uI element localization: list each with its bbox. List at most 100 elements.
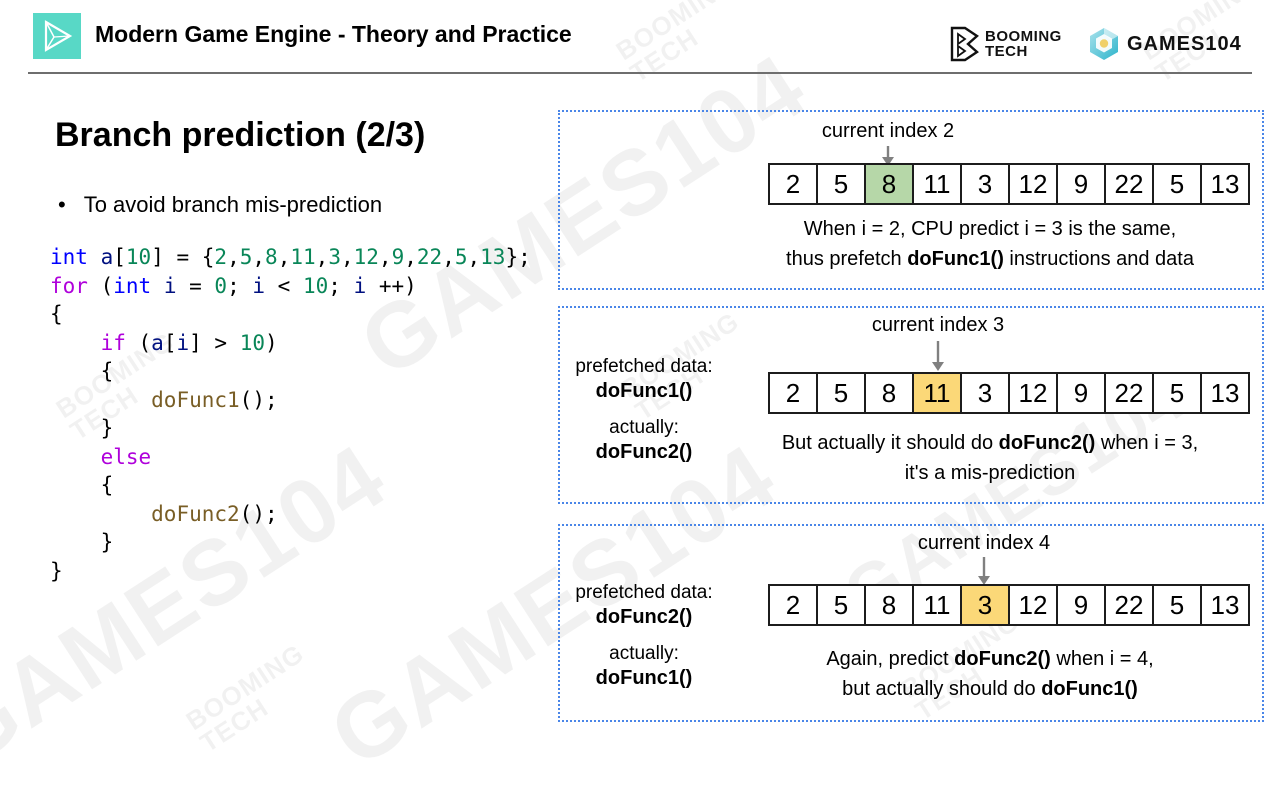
- caption-text: it's a mis-prediction: [904, 462, 1076, 484]
- code-token: ,: [227, 245, 240, 269]
- code-token: int: [113, 273, 152, 298]
- array-cell: 12: [1008, 372, 1058, 414]
- code-token: ,: [315, 245, 329, 269]
- caption-text: thus prefetch: [786, 248, 908, 270]
- code-line: else: [50, 443, 531, 472]
- panel-caption: When i = 2, CPU predict i = 3 is the sam…: [720, 214, 1260, 274]
- header-title: Modern Game Engine - Theory and Practice: [95, 21, 572, 47]
- code-token: [50, 502, 151, 526]
- caption-text: When i = 2, CPU predict i = 3 is the sam…: [803, 218, 1177, 240]
- array-cell: 13: [1200, 372, 1250, 414]
- caption-line: Again, predict doFunc2() when i = 4,: [720, 644, 1260, 674]
- caption-func-name: doFunc1(): [907, 248, 1004, 270]
- array-cell: 8: [864, 584, 914, 626]
- caption-text: But actually it should do: [781, 432, 999, 454]
- code-token: if: [100, 330, 126, 355]
- code-line: {: [50, 300, 531, 329]
- code-token: ;: [227, 273, 253, 298]
- code-token: }: [50, 558, 63, 583]
- code-token: i: [252, 273, 266, 298]
- panel-caption: But actually it should do doFunc2() when…: [720, 428, 1260, 488]
- array-cell: 13: [1200, 163, 1250, 205]
- code-line: {: [50, 471, 531, 500]
- caption-line: But actually it should do doFunc2() when…: [720, 428, 1260, 458]
- prefetch-label-line: doFunc2(): [595, 441, 693, 463]
- array-cell: 9: [1056, 163, 1106, 205]
- code-token: ();: [239, 387, 278, 412]
- code-line: int a[10] = {2,5,8,11,3,12,9,22,5,13};: [50, 243, 531, 272]
- pointer-label: current index 2: [821, 120, 955, 142]
- array-cell: 9: [1056, 372, 1106, 414]
- code-token: ] = {: [151, 245, 215, 269]
- prefetch-label-line: doFunc2(): [595, 606, 693, 628]
- array-strip: 2 5 8 11 3 12 9 22 5 13: [768, 372, 1250, 414]
- code-block: int a[10] = {2,5,8,11,3,12,9,22,5,13}; fo…: [50, 243, 531, 585]
- code-token: ): [265, 330, 278, 355]
- code-token: {: [50, 473, 114, 497]
- array-cell: 5: [816, 163, 866, 205]
- games104-logo: GAMES104: [1088, 27, 1242, 61]
- code-token: 5: [454, 245, 468, 269]
- games104-cube-icon: [1090, 28, 1118, 60]
- code-line: }: [50, 528, 531, 557]
- caption-text: when i = 3,: [1095, 432, 1199, 454]
- code-line: }: [50, 557, 531, 586]
- bullet-text: To avoid branch mis-prediction: [83, 192, 383, 217]
- array-cell: 5: [816, 372, 866, 414]
- array-cell: 22: [1104, 372, 1154, 414]
- code-token: (: [125, 330, 152, 355]
- code-token: ;: [328, 273, 354, 298]
- code-token: 8: [265, 245, 278, 269]
- down-arrow-icon: [882, 146, 894, 166]
- prefetch-label-line: prefetched data:: [575, 582, 713, 603]
- code-line: doFunc2();: [50, 500, 531, 529]
- code-token: [88, 245, 101, 269]
- caption-line: but actually should do doFunc1(): [720, 674, 1260, 704]
- code-token: int: [50, 245, 88, 269]
- array-cell: 13: [1200, 584, 1250, 626]
- array-cell: 5: [816, 584, 866, 626]
- array-cell: 11: [912, 584, 962, 626]
- code-token: [50, 388, 151, 412]
- array-cell: 2: [768, 372, 818, 414]
- booming-text-line2: TECH: [985, 43, 1028, 60]
- code-token: ,: [252, 245, 266, 269]
- code-token: [50, 331, 101, 355]
- booming-tech-logo: BOOMING TECH: [946, 26, 1062, 62]
- code-token: ();: [239, 501, 278, 526]
- code-token: ,: [442, 245, 455, 269]
- pointer-label: current index 3: [871, 314, 1005, 336]
- array-cell: 5: [1152, 163, 1202, 205]
- caption-text: but actually should do: [842, 678, 1042, 700]
- code-line: doFunc1();: [50, 386, 531, 415]
- code-token: 13: [480, 245, 506, 269]
- array-cell: 2: [768, 163, 818, 205]
- prediction-panel-2: current index 3 prefetched data: doFunc1(…: [558, 306, 1264, 504]
- code-token: ,: [404, 245, 417, 269]
- code-token: }: [50, 530, 114, 554]
- code-token: <: [265, 273, 303, 298]
- triangle-play-icon: [33, 13, 81, 59]
- prefetch-label-line: doFunc1(): [595, 380, 693, 402]
- code-token: else: [100, 444, 152, 469]
- code-token: 10: [302, 273, 329, 298]
- code-token: i: [163, 273, 177, 298]
- caption-line: it's a mis-prediction: [720, 458, 1260, 488]
- code-token: 3: [328, 245, 341, 269]
- header-divider: [28, 72, 1252, 74]
- array-cell: 12: [1008, 584, 1058, 626]
- down-arrow-icon: [932, 341, 944, 371]
- code-token: for: [50, 273, 88, 298]
- code-token: }: [50, 416, 114, 440]
- code-token: 10: [125, 245, 152, 269]
- bullet-marker: •: [58, 192, 66, 217]
- array-cell-highlighted: 3: [960, 584, 1010, 626]
- prefetch-label-line: doFunc1(): [595, 667, 693, 689]
- array-cell: 2: [768, 584, 818, 626]
- array-cell: 11: [912, 163, 962, 205]
- code-token: [: [113, 245, 126, 269]
- code-token: doFunc1: [151, 387, 240, 412]
- caption-func-name: doFunc2(): [954, 648, 1051, 670]
- bullet-item: • To avoid branch mis-prediction: [58, 192, 382, 218]
- code-token: doFunc2: [151, 501, 240, 526]
